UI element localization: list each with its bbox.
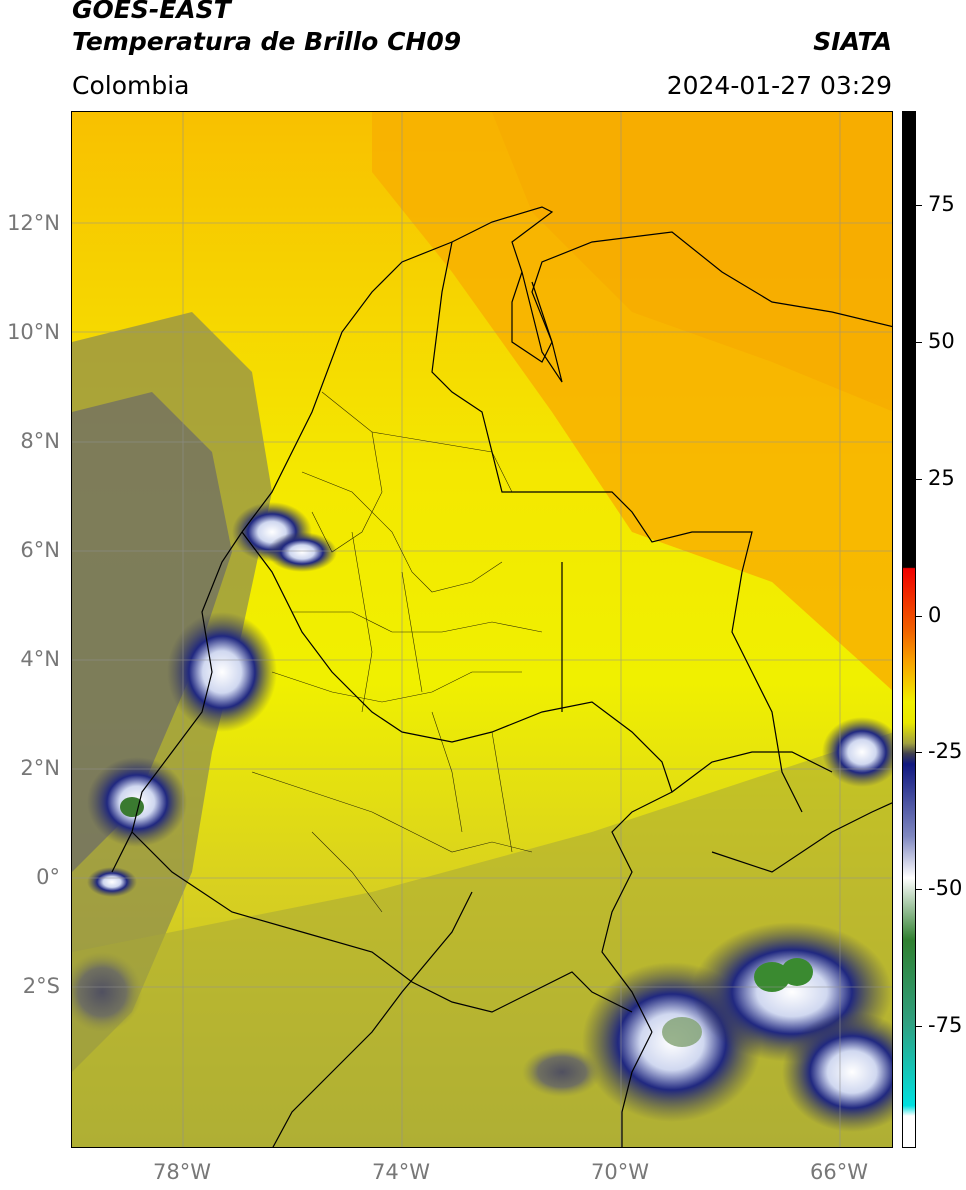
region-label: Colombia (72, 71, 190, 100)
lon-label-74w: 74°W (372, 1160, 430, 1184)
lon-label-78w: 78°W (153, 1160, 211, 1184)
lat-label-0: 0° (36, 865, 60, 889)
lat-label-10n: 10°N (7, 320, 60, 344)
lat-label-8n: 8°N (20, 429, 60, 453)
colorbar-label-75: 75 (928, 192, 955, 216)
colorbar-tick (916, 752, 922, 753)
colorbar-tick (916, 889, 922, 890)
lat-label-4n: 4°N (20, 647, 60, 671)
lon-label-66w: 66°W (810, 1160, 868, 1184)
colorbar-tick (916, 342, 922, 343)
colorbar-tick (916, 205, 922, 206)
colorbar-label-minus50: -50 (928, 876, 963, 900)
colorbar-label-minus75: -75 (928, 1013, 963, 1037)
title-block: GOES-EAST Temperatura de Brillo CH09 (72, 0, 461, 58)
colorbar-label-50: 50 (928, 329, 955, 353)
colorbar-label-25: 25 (928, 466, 955, 490)
lat-label-2s: 2°S (22, 974, 60, 998)
colorbar-label-minus25: -25 (928, 739, 963, 763)
colorbar (902, 111, 916, 1148)
map-canvas (72, 112, 892, 1147)
brightness-temperature-map (71, 111, 893, 1148)
datetime-label: 2024-01-27 03:29 (666, 71, 892, 100)
product-title: Temperatura de Brillo CH09 (72, 27, 462, 56)
colorbar-gradient (903, 112, 915, 1147)
colorbar-tick (916, 1026, 922, 1027)
lat-label-6n: 6°N (20, 538, 60, 562)
org-label: SIATA (813, 27, 892, 56)
lat-label-12n: 12°N (7, 211, 60, 235)
colorbar-tick (916, 616, 922, 617)
colorbar-tick (916, 479, 922, 480)
lon-label-70w: 70°W (591, 1160, 649, 1184)
lat-label-2n: 2°N (20, 756, 60, 780)
colorbar-label-0: 0 (928, 603, 942, 627)
satellite-title: GOES-EAST (72, 0, 231, 24)
